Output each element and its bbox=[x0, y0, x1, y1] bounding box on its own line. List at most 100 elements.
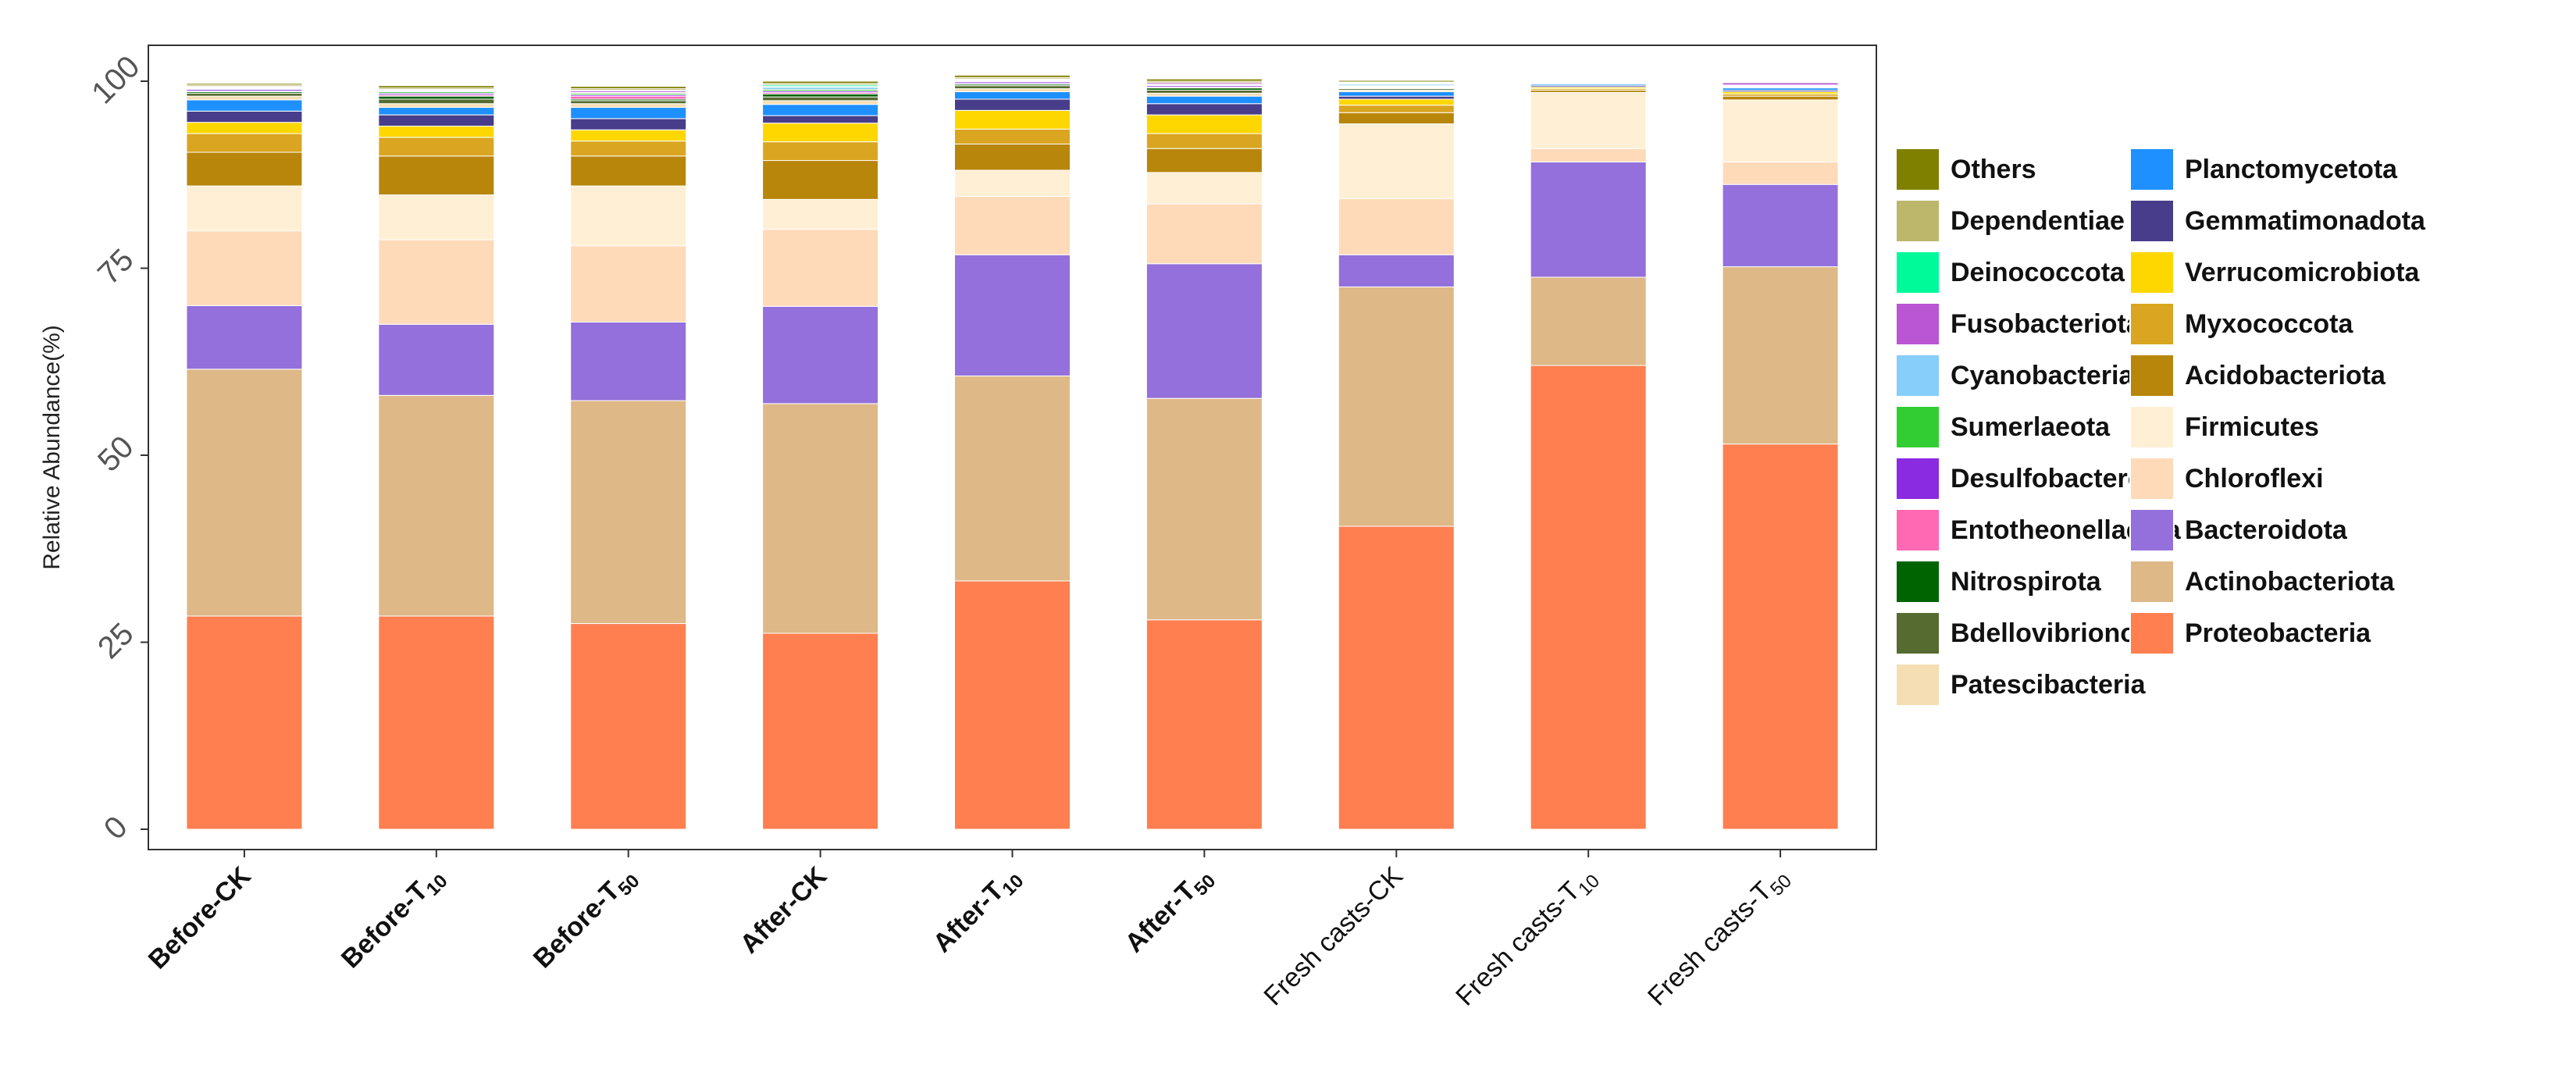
bar-segment-myxococcota bbox=[1338, 105, 1455, 113]
bar-segment-myxococcota bbox=[570, 141, 687, 157]
bar-segment-gemmatimonadota bbox=[1145, 103, 1263, 116]
bar-segment-bdellovibrionota bbox=[954, 85, 1071, 90]
bar-segment-chloroflexi bbox=[570, 245, 687, 322]
legend-label: Fusobacteriota bbox=[1951, 309, 2142, 339]
bar-segment-acidobacteriota bbox=[570, 155, 687, 187]
legend-label: Deinococcota bbox=[1951, 258, 2125, 287]
legend-key-fusobacteriota bbox=[1895, 302, 1940, 346]
bar-segment-others bbox=[1338, 80, 1455, 83]
bar-segment-planctomycetota bbox=[762, 104, 879, 116]
bar-segment-verrucomicrobiota bbox=[186, 122, 303, 134]
legend-label: Proteobacteria bbox=[2185, 618, 2371, 648]
legend-key-proteobacteria bbox=[2129, 611, 2175, 655]
bar-segment-chloroflexi bbox=[1145, 203, 1263, 265]
bar-segment-gemmatimonadota bbox=[570, 118, 687, 130]
bar-segment-firmicutes bbox=[1145, 172, 1263, 205]
legend-key-sumerlaeota bbox=[1895, 405, 1940, 449]
bar-segment-others bbox=[378, 85, 495, 89]
legend-key-chloroflexi bbox=[2129, 457, 2175, 501]
legend-key-entotheonellaeota bbox=[1895, 508, 1940, 552]
bar-segment-fusobacteriota bbox=[1530, 80, 1647, 83]
legend: Others Dependentiae Deinococcota Fusobacter… bbox=[1895, 148, 2426, 707]
bar-segment-actinobacteriota bbox=[186, 369, 303, 617]
bar-segment-myxococcota bbox=[186, 133, 303, 153]
bar-segment-acidobacteriota bbox=[1145, 148, 1263, 173]
legend-label: Chloroflexi bbox=[2185, 464, 2324, 493]
bar-segment-firmicutes bbox=[186, 185, 303, 232]
legend-label: Dependentiae bbox=[1951, 206, 2125, 236]
bar-segment-proteobacteria bbox=[762, 632, 879, 830]
legend-key-bacteroidota bbox=[2129, 508, 2175, 552]
legend-label: Myxococcota bbox=[2185, 309, 2353, 339]
bar-segment-firmicutes bbox=[570, 185, 687, 247]
bar-segment-actinobacteriota bbox=[378, 394, 495, 617]
bar-segment-proteobacteria bbox=[954, 580, 1071, 830]
bar-segment-proteobacteria bbox=[1722, 444, 1839, 830]
bar-segment-planctomycetota bbox=[954, 91, 1071, 100]
bar-segment-firmicutes bbox=[762, 198, 879, 230]
bar-segment-patescibacteria bbox=[954, 88, 1071, 92]
bar-segment-gemmatimonadota bbox=[186, 110, 303, 123]
legend-key-acidobacteriota bbox=[2129, 354, 2175, 397]
bar-segment-bacteroidota bbox=[378, 323, 495, 396]
bar-segment-actinobacteriota bbox=[1530, 276, 1647, 366]
legend-key-dependentiae bbox=[1895, 199, 1940, 243]
legend-key-bdellovibrionota bbox=[1895, 611, 1940, 655]
bar-segment-actinobacteriota bbox=[1722, 266, 1839, 445]
bar-segment-myxococcota bbox=[762, 141, 879, 162]
bar-segment-patescibacteria bbox=[378, 103, 495, 109]
bar-segment-actinobacteriota bbox=[762, 403, 879, 634]
bar-segment-verrucomicrobiota bbox=[1145, 114, 1263, 134]
legend-label: Firmicutes bbox=[2185, 412, 2319, 442]
bar-segment-others bbox=[570, 86, 687, 90]
bar-segment-planctomycetota bbox=[1145, 95, 1263, 105]
legend-label: Bdellovibrionota bbox=[1951, 618, 2161, 648]
bar-segment-gemmatimonadota bbox=[378, 114, 495, 126]
legend-key-nitrospirota bbox=[1895, 560, 1940, 604]
bar-segment-myxococcota bbox=[954, 128, 1071, 144]
bar-segment-bdellovibrionota bbox=[1145, 90, 1263, 94]
bar-segment-firmicutes bbox=[1338, 123, 1455, 199]
legend-label: Gemmatimonadota bbox=[2185, 206, 2426, 236]
bar-segment-myxococcota bbox=[1145, 133, 1263, 149]
bar-segment-gemmatimonadota bbox=[762, 115, 879, 124]
legend-key-others bbox=[1895, 148, 1940, 191]
bar-segment-proteobacteria bbox=[186, 615, 303, 830]
bar-segment-proteobacteria bbox=[570, 623, 687, 830]
bar-segment-verrucomicrobiota bbox=[570, 129, 687, 142]
bar-segment-acidobacteriota bbox=[954, 143, 1071, 171]
bar-segment-others bbox=[762, 80, 879, 84]
bar-segment-bacteroidota bbox=[1722, 183, 1839, 268]
bar-segment-proteobacteria bbox=[1145, 619, 1263, 830]
bar-segment-proteobacteria bbox=[378, 615, 495, 830]
bar-segment-chloroflexi bbox=[954, 196, 1071, 255]
bar-segment-planctomycetota bbox=[1338, 91, 1455, 97]
bar-segment-proteobacteria bbox=[1530, 365, 1647, 830]
bar-segment-bdellovibrionota bbox=[570, 100, 687, 105]
bar-segment-gemmatimonadota bbox=[954, 98, 1071, 111]
legend-label: Sumerlaeota bbox=[1951, 412, 2111, 442]
bar-segment-chloroflexi bbox=[378, 239, 495, 325]
bar-segment-acidobacteriota bbox=[378, 155, 495, 196]
bar-segment-chloroflexi bbox=[1530, 148, 1647, 162]
bar-segment-firmicutes bbox=[1530, 91, 1647, 149]
bar-segment-firmicutes bbox=[954, 169, 1071, 198]
bar-segment-proteobacteria bbox=[1338, 526, 1455, 830]
bar-segment-patescibacteria bbox=[762, 100, 879, 105]
bar-segment-patescibacteria bbox=[186, 95, 303, 101]
bar-segment-bdellovibrionota bbox=[762, 96, 879, 102]
legend-label: Actinobacteriota bbox=[2185, 567, 2395, 597]
bar-segment-actinobacteriota bbox=[954, 375, 1071, 582]
bar-segment-acidobacteriota bbox=[762, 160, 879, 200]
legend-key-patescibacteria bbox=[1895, 663, 1940, 707]
bar-segment-others bbox=[186, 83, 303, 86]
bar-segment-nitrospirota bbox=[378, 95, 495, 100]
bar-segment-planctomycetota bbox=[186, 99, 303, 112]
bar-segment-chloroflexi bbox=[186, 230, 303, 306]
bar-segment-chloroflexi bbox=[1338, 198, 1455, 255]
legend-key-verrucomicrobiota bbox=[2129, 251, 2175, 294]
bar-segment-verrucomicrobiota bbox=[378, 125, 495, 138]
legend-key-myxococcota bbox=[2129, 302, 2175, 346]
bar-segment-verrucomicrobiota bbox=[1338, 98, 1455, 106]
